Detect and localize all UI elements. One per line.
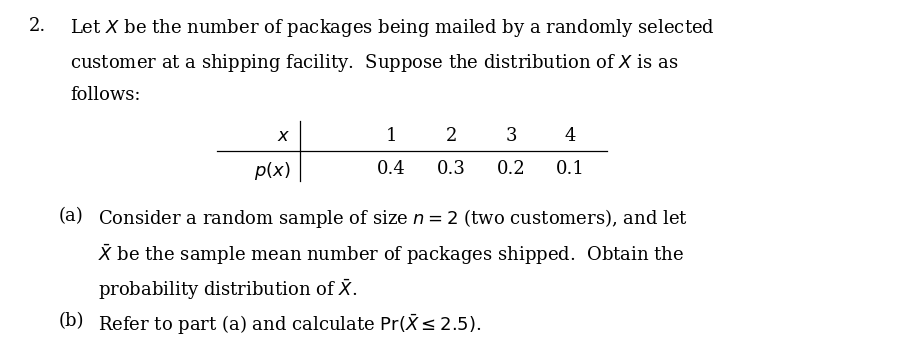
Text: Consider a random sample of size $n = 2$ (two customers), and let: Consider a random sample of size $n = 2$… xyxy=(98,207,688,230)
Text: probability distribution of $\bar{X}$.: probability distribution of $\bar{X}$. xyxy=(98,277,357,302)
Text: 4: 4 xyxy=(565,127,577,145)
Text: 2: 2 xyxy=(446,127,457,145)
Text: Let $X$ be the number of packages being mailed by a randomly selected: Let $X$ be the number of packages being … xyxy=(70,17,715,39)
Text: (b): (b) xyxy=(58,312,84,330)
Text: 1: 1 xyxy=(386,127,397,145)
Text: Refer to part (a) and calculate $\mathrm{Pr}(\bar{X} \leq 2.5)$.: Refer to part (a) and calculate $\mathrm… xyxy=(98,312,481,337)
Text: $x$: $x$ xyxy=(277,127,291,145)
Text: customer at a shipping facility.  Suppose the distribution of $X$ is as: customer at a shipping facility. Suppose… xyxy=(70,52,679,73)
Text: 0.2: 0.2 xyxy=(496,160,525,178)
Text: follows:: follows: xyxy=(70,87,141,104)
Text: 2.: 2. xyxy=(29,17,46,35)
Text: $p(x)$: $p(x)$ xyxy=(254,160,291,182)
Text: (a): (a) xyxy=(58,207,83,225)
Text: 3: 3 xyxy=(506,127,517,145)
Text: 0.3: 0.3 xyxy=(437,160,466,178)
Text: 0.1: 0.1 xyxy=(556,160,585,178)
Text: $\bar{X}$ be the sample mean number of packages shipped.  Obtain the: $\bar{X}$ be the sample mean number of p… xyxy=(98,242,684,267)
Text: 0.4: 0.4 xyxy=(378,160,406,178)
